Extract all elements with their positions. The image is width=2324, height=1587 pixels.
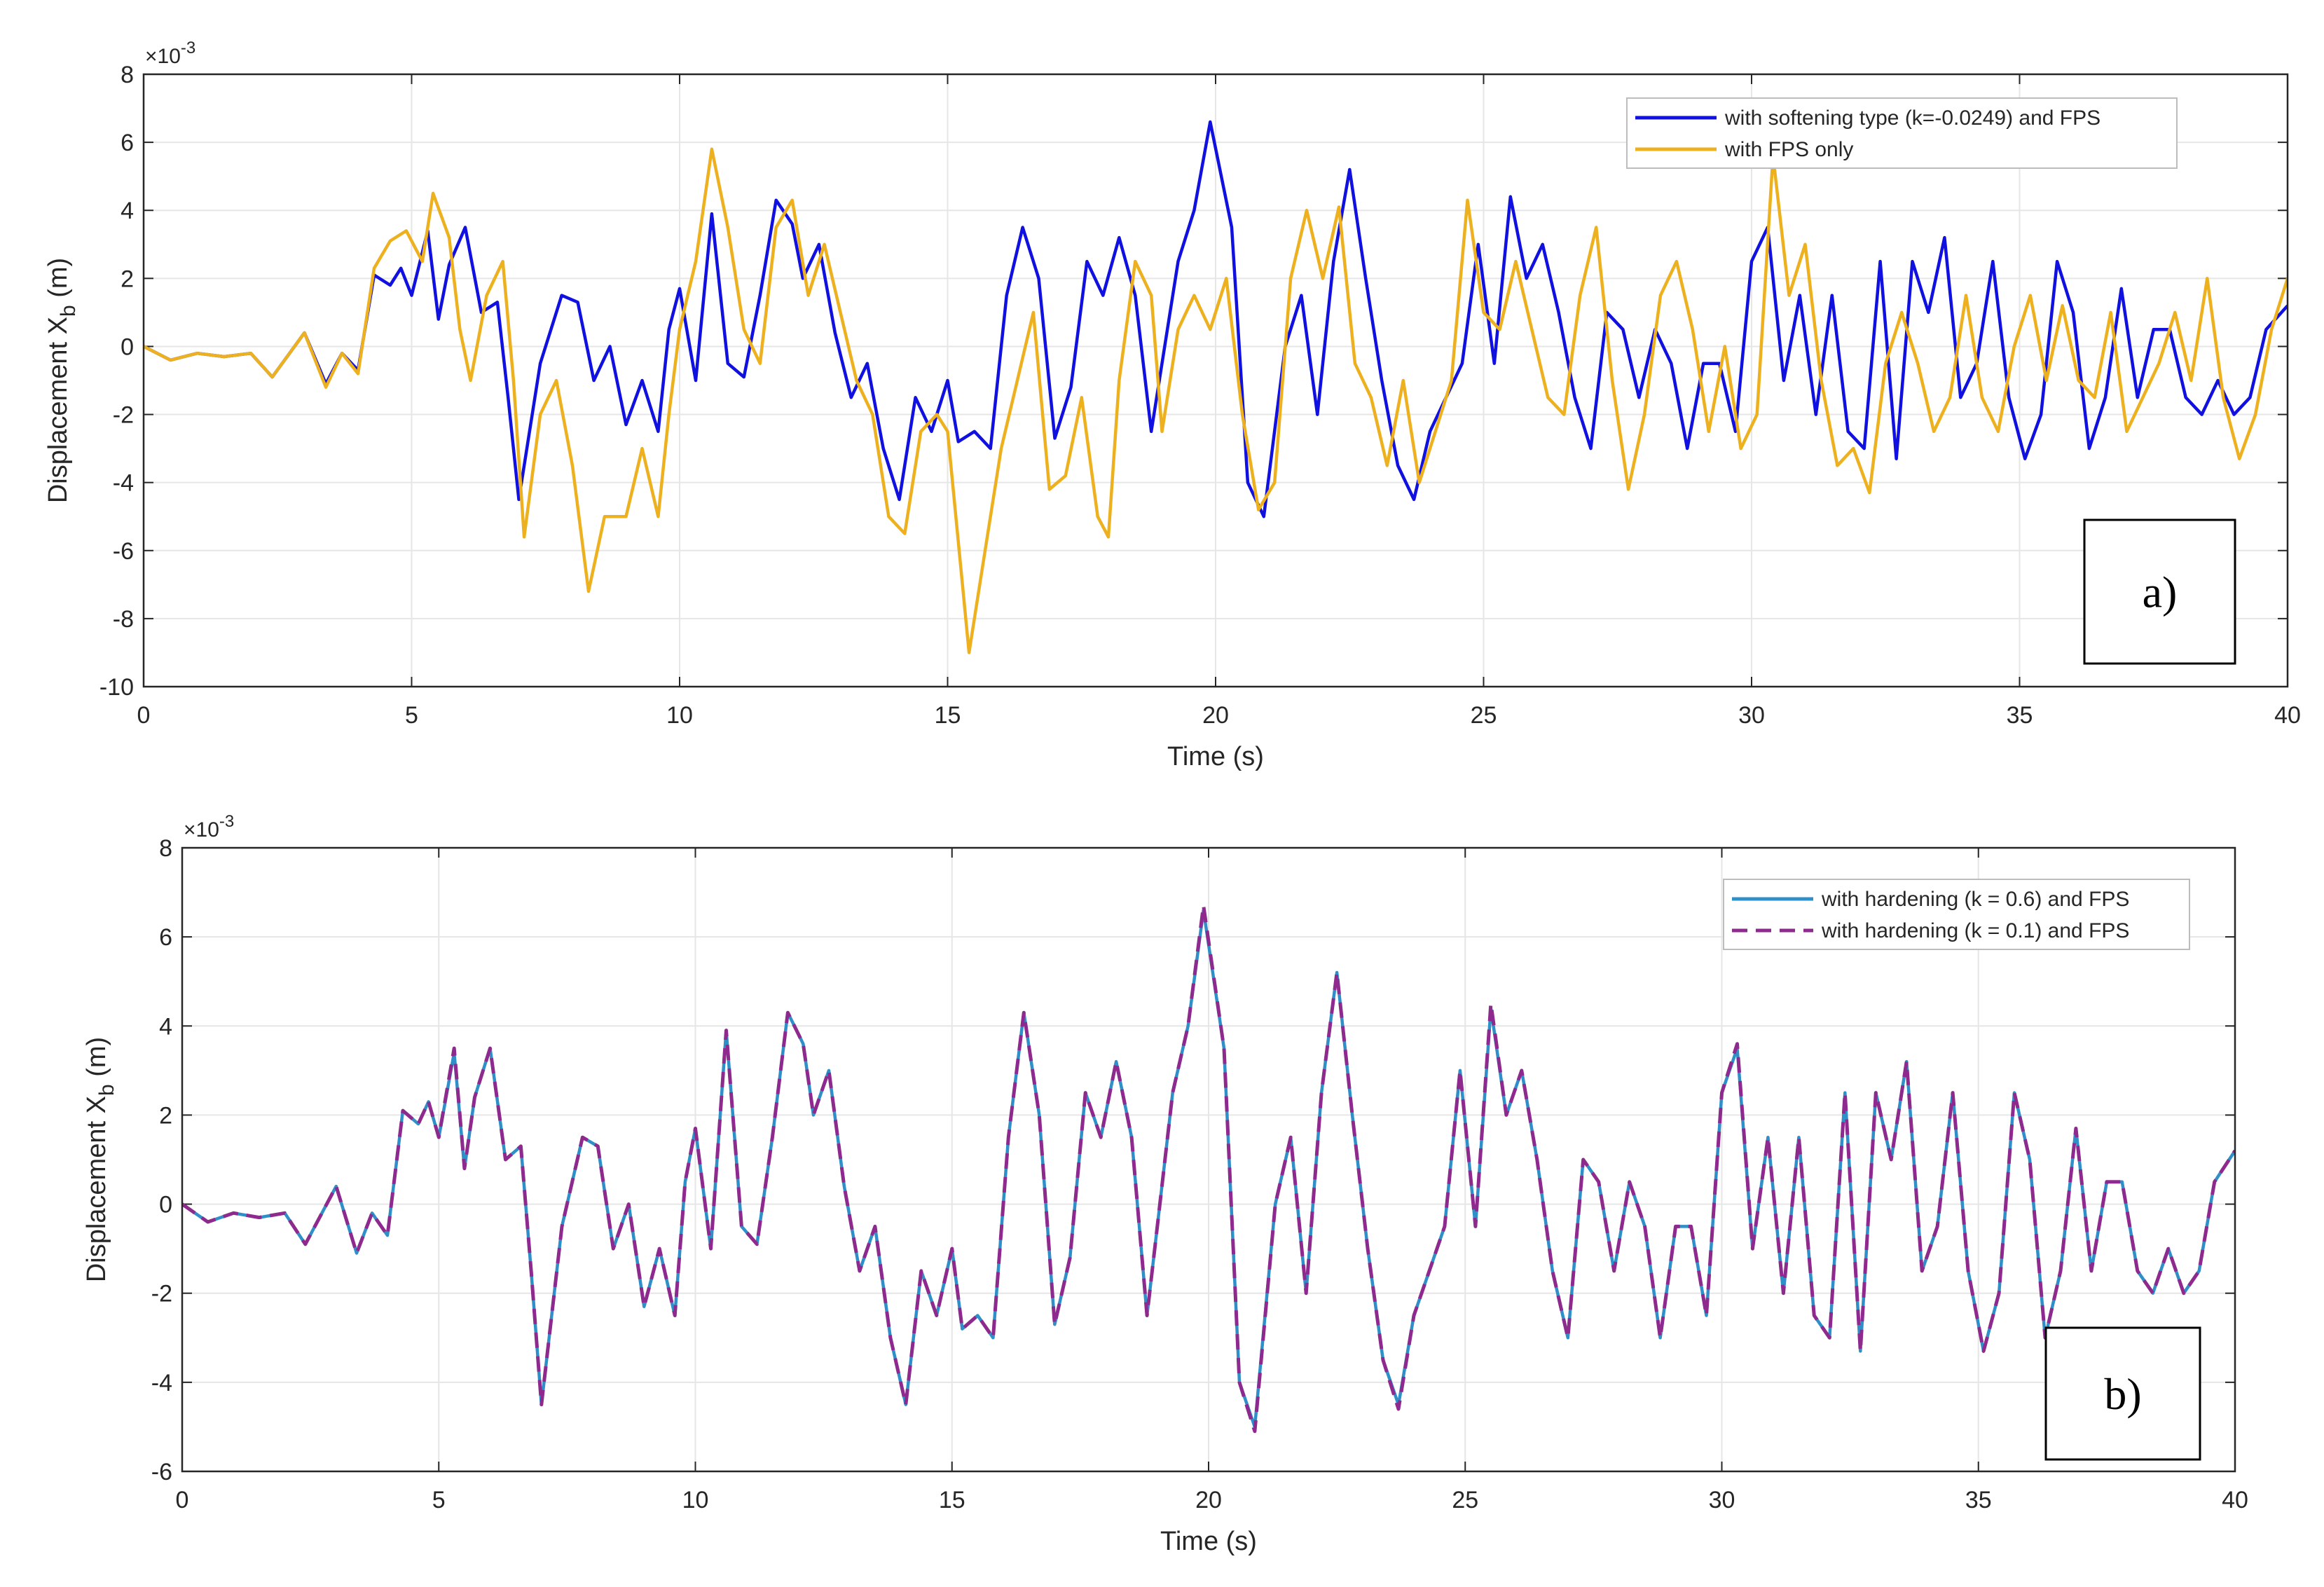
y-multiplier: ×10 — [145, 45, 181, 68]
x-tick-label: 15 — [939, 1487, 965, 1513]
legend: with hardening (k = 0.6) and FPS with har… — [1723, 879, 2190, 950]
x-tick-label: 30 — [1709, 1487, 1735, 1513]
y-exponent: -3 — [219, 812, 234, 831]
x-tick-label: 5 — [432, 1487, 446, 1513]
legend-box — [1626, 97, 2178, 169]
y-tick-label: -6 — [151, 1459, 172, 1485]
panel-label-box — [2044, 1326, 2201, 1461]
y-tick-label: -6 — [113, 538, 134, 565]
chart-panel-a: 0 5 10 15 20 25 30 35 40 -10 -8 -6 -4 -2 0 2 4 6 8 ×10-3 Tim… — [43, 39, 2301, 771]
y-axis-label-subscript: b — [57, 305, 80, 317]
y-tick-label: -2 — [113, 402, 134, 429]
y-tick-label: 2 — [121, 266, 134, 292]
y-tick-label: 8 — [121, 62, 134, 88]
x-tick-label: 25 — [1471, 702, 1497, 729]
y-tick-label: -4 — [151, 1370, 172, 1396]
y-tick-label: 4 — [159, 1013, 172, 1040]
y-tick-label: -10 — [99, 674, 134, 701]
x-tick-label: 15 — [935, 702, 961, 729]
x-tick-label: 10 — [666, 702, 693, 729]
x-axis-label: Time (s) — [1167, 742, 1264, 771]
legend-label-1: with softening type (k=-0.0249) and FPS — [1724, 107, 2100, 130]
legend-box — [1723, 879, 2190, 950]
y-tick-label: -4 — [113, 470, 134, 497]
y-axis-label: Displacement Xb (m) — [82, 1037, 118, 1282]
y-tick-label: 0 — [159, 1192, 172, 1218]
series-line-1 — [144, 120, 2288, 518]
y-tick-label: -2 — [151, 1281, 172, 1307]
x-tick-label: 25 — [1452, 1487, 1478, 1513]
y-multiplier: ×10 — [184, 818, 219, 841]
y-exponent-label: ×10-3 — [145, 39, 195, 68]
y-axis-label-unit: (m) — [82, 1037, 111, 1085]
x-tick-label: 20 — [1195, 1487, 1222, 1513]
y-exponent: -3 — [181, 39, 195, 57]
x-axis-label: Time (s) — [1160, 1527, 1257, 1556]
x-tick-label: 35 — [1965, 1487, 1992, 1513]
x-tick-label: 30 — [1738, 702, 1765, 729]
y-tick-label: 6 — [159, 924, 172, 951]
panel-label-box — [2083, 518, 2236, 665]
panel-label: b) — [2104, 1369, 2141, 1419]
x-tick-label: 0 — [176, 1487, 189, 1513]
series-line-2 — [144, 147, 2288, 654]
y-axis-label-main: Displacement X — [82, 1096, 111, 1282]
legend-label-2: with hardening (k = 0.1) and FPS — [1821, 919, 2129, 942]
y-axis-label-unit: (m) — [43, 258, 73, 305]
x-tick-label: 35 — [2007, 702, 2033, 729]
chart-panel-b: 0 5 10 15 20 25 30 35 40 -6 -4 -2 0 2 4 6 8 ×10-3 Time (s)… — [82, 812, 2248, 1556]
axes-box — [142, 73, 2289, 688]
panel-label: a) — [2143, 568, 2178, 617]
y-tick-label: 8 — [159, 835, 172, 862]
x-tick-label: 40 — [2222, 1487, 2248, 1513]
series-line-2 — [182, 904, 2235, 1434]
legend-label-1: with hardening (k = 0.6) and FPS — [1821, 888, 2129, 911]
y-tick-label: 6 — [121, 130, 134, 156]
y-axis-label: Displacement Xb (m) — [43, 258, 80, 503]
axes-box — [181, 846, 2236, 1473]
x-tick-label: 40 — [2274, 702, 2301, 729]
legend: with softening type (k=-0.0249) and FPS w… — [1626, 97, 2178, 169]
x-tick-label: 0 — [137, 702, 151, 729]
y-tick-label: 0 — [121, 334, 134, 360]
x-tick-label: 20 — [1202, 702, 1229, 729]
x-tick-label: 10 — [682, 1487, 709, 1513]
y-axis-label-subscript: b — [95, 1084, 118, 1096]
y-axis-label-main: Displacement X — [43, 317, 73, 503]
legend-label-2: with FPS only — [1724, 138, 1853, 161]
y-exponent-label: ×10-3 — [184, 812, 234, 841]
y-tick-label: -8 — [113, 606, 134, 633]
y-tick-label: 4 — [121, 198, 134, 224]
x-tick-label: 5 — [405, 702, 418, 729]
y-tick-label: 2 — [159, 1102, 172, 1129]
